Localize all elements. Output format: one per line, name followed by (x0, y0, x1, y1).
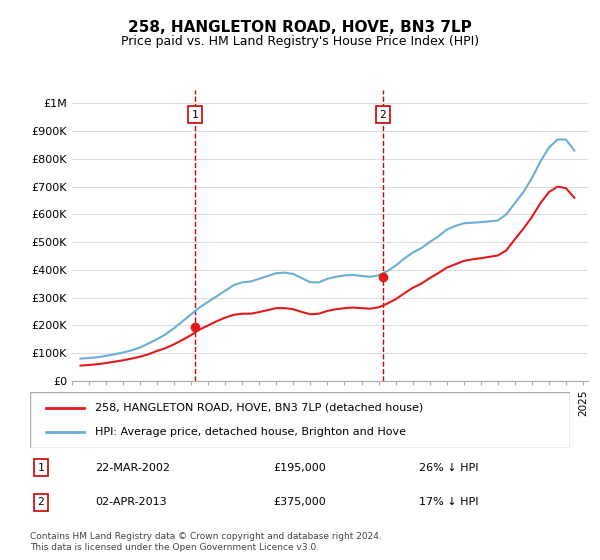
Text: Price paid vs. HM Land Registry's House Price Index (HPI): Price paid vs. HM Land Registry's House … (121, 35, 479, 48)
Text: 22-MAR-2002: 22-MAR-2002 (95, 463, 170, 473)
Text: 26% ↓ HPI: 26% ↓ HPI (419, 463, 478, 473)
Text: 1: 1 (37, 463, 44, 473)
Text: 17% ↓ HPI: 17% ↓ HPI (419, 497, 478, 507)
Text: HPI: Average price, detached house, Brighton and Hove: HPI: Average price, detached house, Brig… (95, 427, 406, 437)
Text: 2: 2 (379, 110, 386, 119)
Text: Contains HM Land Registry data © Crown copyright and database right 2024.
This d: Contains HM Land Registry data © Crown c… (30, 532, 382, 552)
Text: 258, HANGLETON ROAD, HOVE, BN3 7LP: 258, HANGLETON ROAD, HOVE, BN3 7LP (128, 20, 472, 35)
Text: 2: 2 (37, 497, 44, 507)
Text: 1: 1 (191, 110, 199, 119)
Text: £375,000: £375,000 (273, 497, 326, 507)
FancyBboxPatch shape (30, 392, 570, 448)
Text: 258, HANGLETON ROAD, HOVE, BN3 7LP (detached house): 258, HANGLETON ROAD, HOVE, BN3 7LP (deta… (95, 403, 423, 413)
Text: £195,000: £195,000 (273, 463, 326, 473)
Text: 02-APR-2013: 02-APR-2013 (95, 497, 166, 507)
